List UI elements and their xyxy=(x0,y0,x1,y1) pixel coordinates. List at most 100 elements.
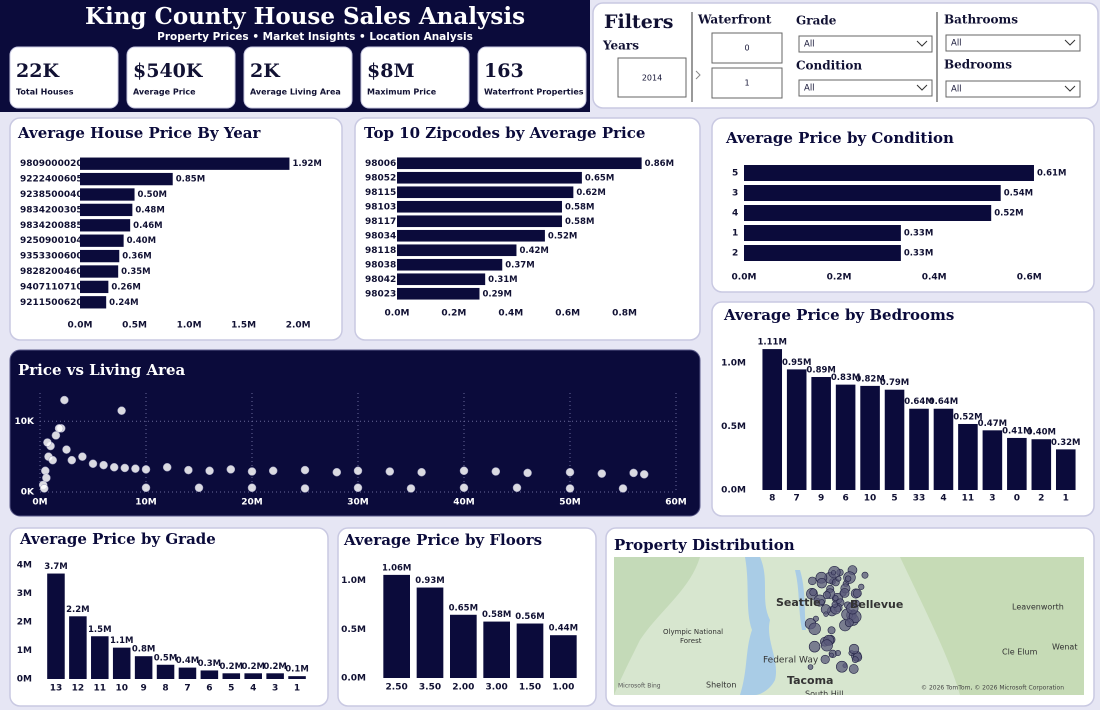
dropdown-value[interactable]: All xyxy=(951,39,962,49)
bar xyxy=(811,377,831,490)
point xyxy=(385,467,395,476)
y-tick-label: 0M xyxy=(17,675,32,685)
data-label: 0.83M xyxy=(831,373,860,383)
x-tick-label: 0.4M xyxy=(498,309,523,319)
year-value[interactable]: 2014 xyxy=(642,74,662,83)
map-bubble xyxy=(861,571,869,579)
bar xyxy=(762,349,783,490)
data-label: 1.92M xyxy=(292,159,321,169)
dropdown-value[interactable]: All xyxy=(804,40,815,50)
data-label: 0.40M xyxy=(127,236,156,246)
map-bubble xyxy=(834,650,841,657)
bar xyxy=(288,676,306,679)
map-label: Federal Way xyxy=(763,656,819,666)
map-bubble xyxy=(830,570,837,576)
point xyxy=(78,452,87,461)
year-slicer[interactable] xyxy=(617,57,687,98)
data-label: 0.52M xyxy=(994,209,1023,219)
dropdown[interactable] xyxy=(798,79,933,97)
chart-title: Average Price by Bedrooms xyxy=(723,306,954,324)
map-copyright: © 2026 TomTom, © 2026 Microsoft Corporat… xyxy=(921,685,1064,692)
kpi-value: 2K xyxy=(250,60,281,82)
dropdown-value[interactable]: All xyxy=(951,85,962,95)
point xyxy=(141,465,151,474)
bar xyxy=(80,234,124,247)
dropdown[interactable] xyxy=(798,35,933,53)
kpi-label: Waterfront Properties xyxy=(484,88,584,97)
kpi-card xyxy=(360,46,470,109)
bar xyxy=(397,200,562,213)
point xyxy=(629,468,638,478)
y-tick-label: 4M xyxy=(17,561,32,571)
dropdown-value[interactable]: All xyxy=(804,84,815,94)
option-text[interactable]: 1 xyxy=(744,79,749,88)
category-label: 3.50 xyxy=(419,683,441,693)
x-tick-label: 0.6M xyxy=(1017,273,1042,283)
map-bubble xyxy=(818,599,825,606)
point xyxy=(131,464,140,473)
category-label: 1 xyxy=(1063,494,1069,504)
bar xyxy=(835,384,856,490)
kpi-label: Average Living Area xyxy=(250,88,341,97)
category-label: 9407110710 xyxy=(20,282,83,292)
x-tick-label: 40M xyxy=(453,498,475,508)
category-label: 3 xyxy=(989,494,995,504)
kpi-value: 163 xyxy=(484,60,524,82)
bar xyxy=(744,165,1034,181)
x-tick-label: 0.4M xyxy=(922,273,947,283)
map-forest xyxy=(614,557,700,695)
category-label: 1 xyxy=(732,229,738,239)
point xyxy=(141,483,151,493)
dropdown[interactable] xyxy=(945,34,1081,52)
category-label: 9353300600 xyxy=(20,252,83,262)
point xyxy=(62,445,71,454)
category-label: 7 xyxy=(794,494,800,504)
point xyxy=(120,463,130,473)
category-label: 2.50 xyxy=(386,683,408,693)
kpi-card xyxy=(243,46,353,109)
x-tick-label: 30M xyxy=(347,498,369,508)
data-label: 0.58M xyxy=(482,610,511,620)
x-tick-label: 1.0M xyxy=(177,321,202,331)
chart-title: Average Price by Grade xyxy=(19,530,216,548)
category-label: 4 xyxy=(940,494,946,504)
y-tick-label: 1.0M xyxy=(721,359,746,369)
y-tick-label: 0.5M xyxy=(341,625,366,635)
bar xyxy=(1031,439,1052,490)
category-label: 6 xyxy=(842,494,848,504)
bar xyxy=(884,389,905,490)
point xyxy=(523,468,532,478)
map-label: Cle Elum xyxy=(1002,648,1038,657)
map-bubble xyxy=(844,575,852,582)
category-label: 9211500620 xyxy=(20,298,83,308)
category-label: 98038 xyxy=(365,260,396,270)
point xyxy=(597,469,607,478)
map-label: Wenat xyxy=(1052,643,1077,652)
dropdown[interactable] xyxy=(945,80,1081,98)
category-label: 3 xyxy=(732,189,738,199)
bar xyxy=(933,408,954,490)
option-text[interactable]: 0 xyxy=(744,44,749,53)
category-label: 9238500040 xyxy=(20,190,83,200)
point xyxy=(247,467,257,476)
y-tick-label: 10K xyxy=(15,417,36,427)
data-label: 0.56M xyxy=(515,612,544,622)
waterfront-option[interactable] xyxy=(711,32,783,64)
x-tick-label: 0.6M xyxy=(555,309,580,319)
chevron xyxy=(695,70,701,80)
map-label: Shelton xyxy=(706,681,736,690)
data-label: 0.82M xyxy=(855,374,884,384)
data-label: 0.2M xyxy=(263,662,287,672)
chevron xyxy=(916,40,928,47)
filter-label: Waterfront xyxy=(697,13,772,27)
point xyxy=(565,484,575,493)
point xyxy=(417,467,426,477)
y-tick-label: 1M xyxy=(17,646,32,656)
waterfront-option[interactable] xyxy=(711,67,783,99)
category-label: 98023 xyxy=(365,289,396,299)
bar xyxy=(516,623,544,678)
category-label: 2 xyxy=(732,249,738,259)
bar xyxy=(982,430,1003,490)
